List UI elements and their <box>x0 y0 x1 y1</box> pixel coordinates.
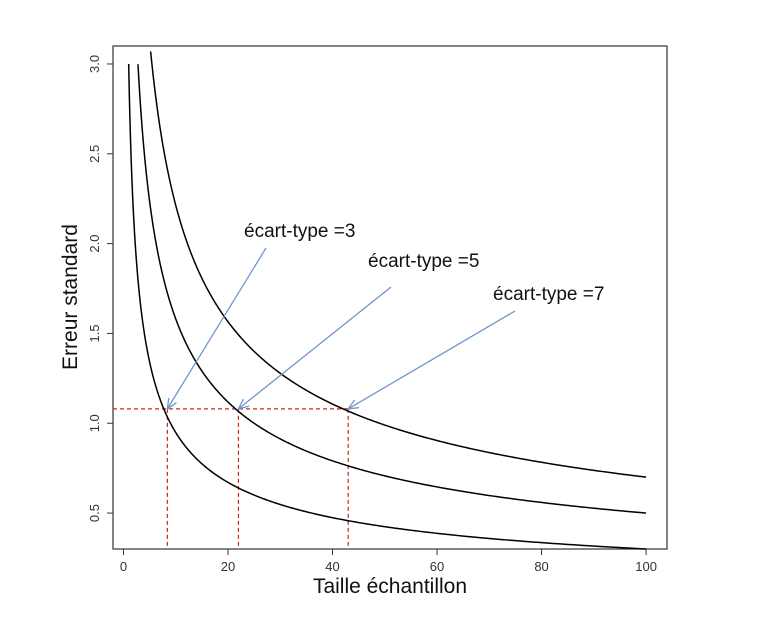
annotation-arrow <box>347 310 516 410</box>
y-tick-label: 0.5 <box>87 504 102 522</box>
plot-frame <box>112 45 668 550</box>
y-tick-label: 2.0 <box>87 235 102 253</box>
annotation-arrowhead <box>166 397 177 411</box>
x-tick-label: 80 <box>534 559 548 574</box>
y-tick-label: 2.5 <box>87 145 102 163</box>
x-tick-label: 40 <box>325 559 339 574</box>
curve-sd-3 <box>127 63 647 550</box>
annotations: écart-type =3 écart-type =5 écart-type =7 <box>244 221 604 305</box>
annotation-arrowhead <box>237 398 250 410</box>
annotation-label: écart-type =3 <box>244 221 355 242</box>
curve-sd-5 <box>137 64 647 514</box>
x-tick-label: 100 <box>635 559 657 574</box>
annotation-label: écart-type =5 <box>368 251 479 272</box>
reference-lines <box>113 408 349 549</box>
axis-ticks: 0 20 40 60 80 100 0.5 1.0 1.5 2.0 2.5 3.0 <box>87 55 657 574</box>
annotation-arrow <box>166 247 267 410</box>
curve-sd-7 <box>149 51 647 478</box>
y-tick-label: 1.0 <box>87 414 102 432</box>
annotation-arrow <box>238 286 392 410</box>
y-tick-label: 1.5 <box>87 324 102 342</box>
x-tick-label: 0 <box>120 559 127 574</box>
x-tick-label: 20 <box>221 559 235 574</box>
annotation-arrows <box>166 247 516 411</box>
annotation-arrowhead <box>346 399 360 410</box>
x-axis-title: Taille échantillon <box>313 575 467 598</box>
curves <box>127 51 647 550</box>
x-tick-label: 60 <box>430 559 444 574</box>
annotation-label: écart-type =7 <box>493 284 604 305</box>
y-axis-title: Erreur standard <box>59 224 82 370</box>
y-tick-label: 3.0 <box>87 55 102 73</box>
